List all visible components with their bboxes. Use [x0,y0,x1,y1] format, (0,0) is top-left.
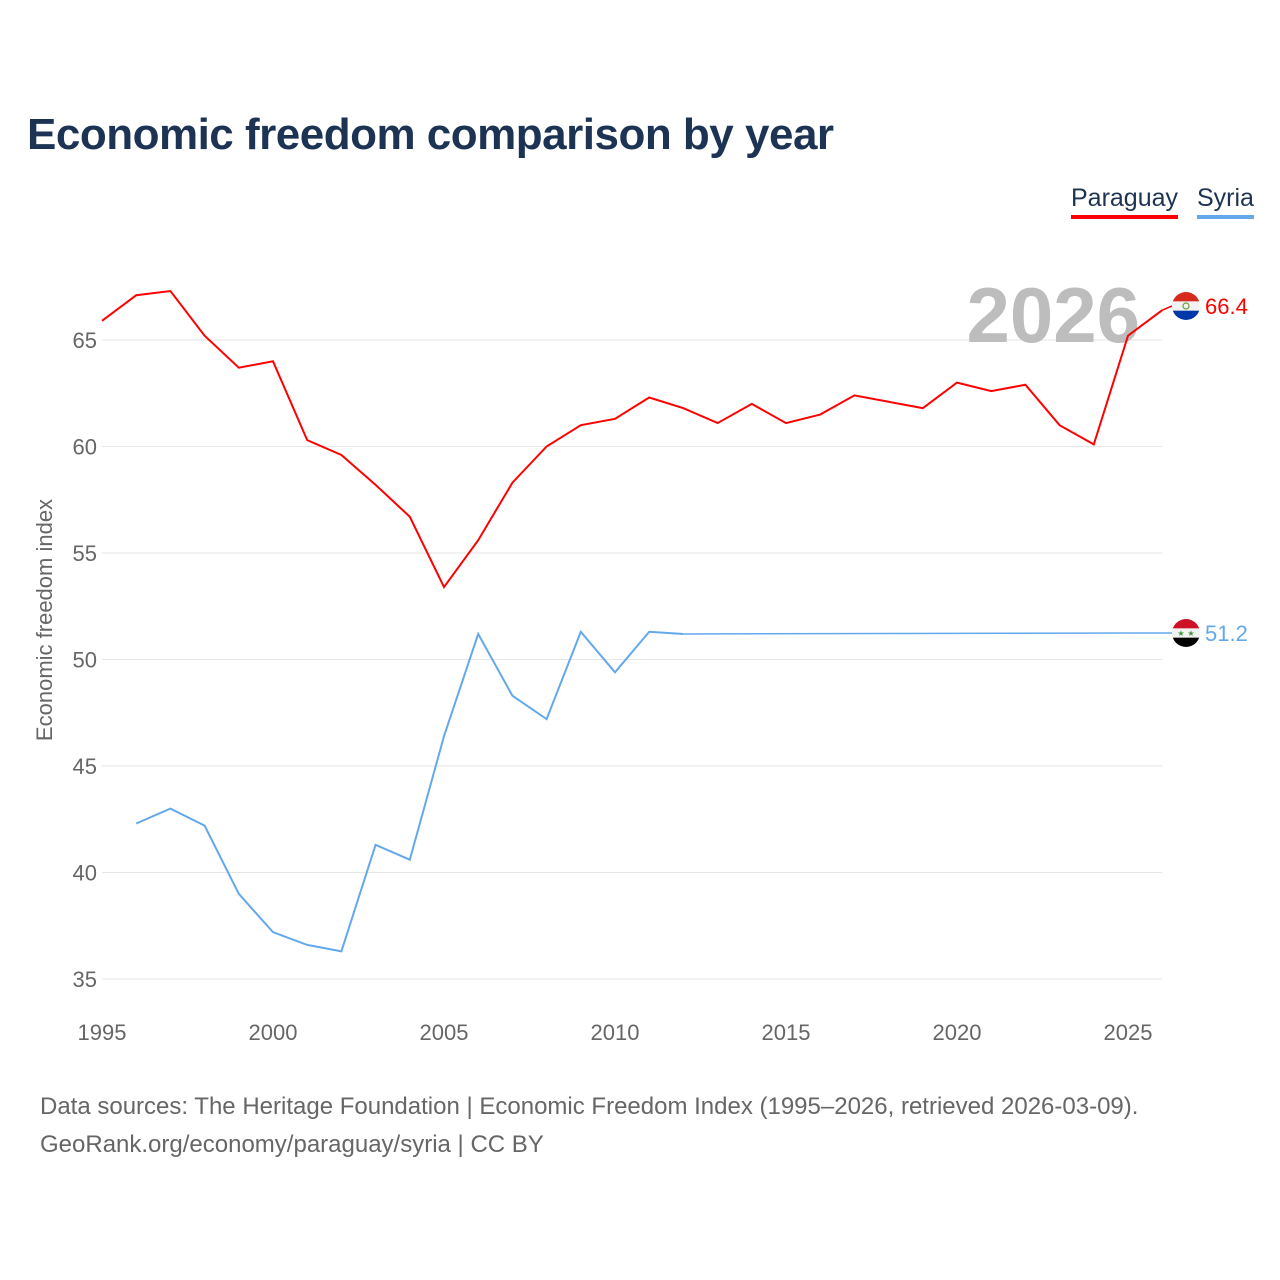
flag-emblem-icon [1182,302,1190,310]
y-tick-label: 35 [73,967,97,992]
source-line-1: Data sources: The Heritage Foundation | … [40,1093,1139,1120]
x-tick-label: 2020 [933,1020,982,1045]
y-tick-label: 55 [73,541,97,566]
y-tick-label: 45 [73,754,97,779]
x-tick-label: 2005 [420,1020,469,1045]
connector-line [1161,305,1173,311]
y-axis-label: Economic freedom index [32,499,57,741]
x-tick-label: 2000 [249,1020,298,1045]
year-watermark: 2026 [966,271,1140,359]
legend-syria[interactable]: Syria [1197,184,1254,219]
y-tick-label: 65 [73,328,97,353]
y-tick-label: 50 [73,648,97,673]
y-tick-label: 60 [73,435,97,460]
chart-title: Economic freedom comparison by year [27,110,834,159]
x-tick-label: 2025 [1104,1020,1153,1045]
source-line-2[interactable]: GeoRank.org/economy/paraguay/syria | CC … [40,1131,544,1158]
end-value-label: 66.4 [1205,294,1248,319]
x-tick-label: 2010 [591,1020,640,1045]
series-line-paraguay [101,289,1163,590]
flag-stripe [1172,292,1200,302]
flag-star-icon: ★ [1177,629,1184,638]
flag-stripe [1172,619,1200,629]
source-note: Data sources: The Heritage Foundation | … [40,1088,1138,1164]
series-line-syria [135,629,684,953]
x-tick-label: 2015 [762,1020,811,1045]
y-tick-label: 40 [73,861,97,886]
flag-star-icon: ★ [1187,629,1194,638]
flag-stripe [1172,301,1200,312]
flag-stripe [1172,637,1200,647]
x-tick-label: 1995 [78,1020,127,1045]
connector-line [683,632,1173,635]
flag-stripe [1172,310,1200,320]
legend-paraguay[interactable]: Paraguay [1071,184,1179,219]
end-value-label: 51.2 [1205,621,1248,646]
flag-stripe [1172,628,1200,639]
